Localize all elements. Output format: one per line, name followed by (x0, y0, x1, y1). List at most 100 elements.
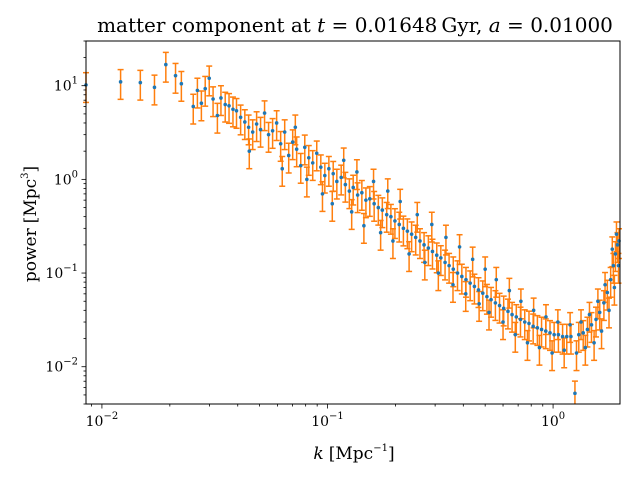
x-tick-exp: 0 (559, 411, 565, 422)
data-point (485, 294, 489, 299)
data-point (447, 263, 451, 268)
data-point (347, 189, 352, 193)
data-point (585, 327, 590, 332)
data-point (463, 292, 468, 296)
data-point (587, 312, 592, 317)
errorbar (512, 321, 519, 353)
data-point (457, 245, 462, 249)
x-tick-base: 10 (311, 414, 329, 430)
plot-area (83, 51, 623, 404)
title-separator: , (476, 13, 489, 37)
errorbar (414, 201, 421, 233)
data-point (573, 391, 577, 396)
errorbar (273, 110, 280, 142)
data-point (384, 212, 389, 217)
y-tick-base: 10 (45, 266, 63, 282)
data-point (522, 320, 527, 324)
errorbar (500, 309, 507, 341)
data-point (518, 317, 523, 322)
errorbar (586, 301, 593, 333)
data-point (480, 291, 485, 295)
data-point (262, 111, 267, 115)
data-point (302, 145, 307, 150)
data-point (282, 130, 287, 134)
data-point (397, 222, 402, 227)
data-point (401, 226, 406, 231)
data-point (211, 97, 215, 101)
x-tick-label: 10−1 (311, 411, 344, 430)
data-point (246, 125, 251, 130)
errorbar (600, 289, 607, 322)
chart-title: matter component at t = 0.01648 Gyr, a = … (97, 13, 613, 37)
data-point (493, 301, 498, 305)
errorbar (573, 340, 580, 372)
data-point (371, 179, 376, 184)
data-point (581, 331, 586, 335)
data-point (589, 323, 594, 327)
errorbar (279, 155, 286, 187)
errorbar (249, 119, 256, 151)
data-point (552, 332, 556, 337)
x-axis-label: k [Mpc−1] (313, 443, 394, 464)
data-point (468, 281, 472, 285)
errorbar (151, 74, 158, 106)
y-tick-base: 10 (54, 172, 72, 188)
errorbar (217, 84, 224, 117)
data-point (314, 151, 319, 156)
data-point (615, 243, 620, 247)
data-point (603, 282, 607, 287)
errorbar (202, 75, 209, 107)
data-point (497, 303, 502, 308)
data-point (195, 88, 200, 93)
y-tick-exp: 0 (72, 169, 78, 180)
data-point (351, 185, 356, 190)
errorbar (178, 70, 185, 102)
errorbar (348, 198, 355, 231)
errorbar (506, 277, 513, 309)
y-axis-label: power [Mpc3] (20, 166, 41, 282)
data-point (138, 80, 143, 85)
data-point (378, 230, 383, 235)
data-point (451, 267, 456, 271)
errorbar (137, 69, 144, 101)
errorbar (482, 256, 489, 288)
data-point (605, 290, 610, 295)
errorbar (456, 233, 463, 266)
title-t-equals: = (325, 13, 354, 37)
data-point (331, 171, 336, 176)
errorbar (269, 117, 276, 150)
data-point (203, 86, 208, 91)
errorbar (226, 92, 233, 125)
errorbar (325, 155, 332, 187)
data-point (531, 308, 536, 313)
errorbar (317, 154, 324, 186)
data-point (434, 253, 439, 258)
data-point (118, 80, 123, 84)
data-point (489, 297, 493, 302)
errorbar (309, 149, 316, 182)
data-point (531, 324, 535, 329)
data-point (444, 235, 448, 240)
data-point (574, 351, 579, 355)
errorbar (396, 211, 403, 243)
data-point (364, 198, 368, 202)
errorbar (319, 180, 326, 213)
data-point (487, 310, 491, 315)
data-point (506, 309, 510, 314)
data-point (550, 351, 554, 355)
data-point (460, 274, 464, 279)
data-point (544, 315, 548, 319)
data-point (219, 96, 223, 100)
data-point (266, 132, 271, 137)
data-point (602, 301, 606, 305)
errorbar (172, 62, 179, 94)
errorbar (513, 303, 520, 336)
errorbar (582, 334, 589, 366)
errorbar (353, 158, 360, 191)
data-point (470, 257, 475, 262)
data-point (568, 323, 572, 327)
data-point (215, 113, 220, 118)
errorbar (389, 228, 396, 260)
data-point (207, 76, 212, 81)
